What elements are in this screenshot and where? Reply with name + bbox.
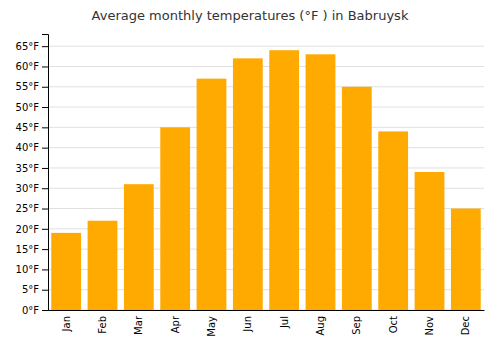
tick-label: Sep (351, 316, 362, 335)
tick: Nov (424, 316, 435, 336)
tick-label: Jul (279, 316, 290, 329)
bar (88, 221, 118, 310)
tick: Jan (61, 316, 72, 332)
tick-label: 15°F (16, 244, 40, 255)
tick-label: 0°F (22, 305, 39, 316)
chart: Average monthly temperatures (°F ) in Ba… (0, 0, 500, 350)
bar (378, 131, 408, 310)
tick-mark (42, 229, 48, 230)
tick-label: Nov (424, 316, 435, 336)
tick-label: 50°F (16, 102, 40, 113)
tick-mark (42, 127, 48, 128)
x-axis: Jan Feb Mar Apr May Jun Jul Aug Sep Oct Nov Dec (49, 311, 485, 337)
tick-label: 65°F (16, 41, 40, 52)
tick-mark (42, 148, 48, 149)
bars (51, 50, 480, 310)
tick-label: May (206, 316, 217, 337)
tick: Oct (388, 316, 399, 333)
y-axis: 0°F 5°F 10°F 15°F 20°F 25°F 30°F 35°F 40°F 45°F 50… (16, 35, 49, 316)
bar (269, 50, 299, 310)
tick-label: 35°F (16, 163, 40, 174)
grid (48, 46, 484, 310)
tick-mark (42, 168, 48, 169)
bar (415, 172, 445, 310)
grid-line (48, 127, 484, 128)
tick-label: Aug (315, 316, 326, 336)
tick-label: 40°F (16, 142, 40, 153)
tick-label: 45°F (16, 122, 40, 133)
tick: 10°F (16, 264, 48, 275)
tick: Jun (242, 316, 253, 333)
tick: Dec (460, 316, 471, 335)
grid-line (48, 86, 484, 87)
tick-label: Jun (242, 316, 253, 333)
tick-label: 25°F (16, 203, 40, 214)
bar (51, 233, 81, 310)
tick-mark (42, 269, 48, 270)
grid-line (48, 167, 484, 168)
tick-label: 10°F (16, 264, 40, 275)
tick-label: Apr (170, 315, 181, 333)
bar (342, 87, 372, 310)
tick: Aug (315, 316, 326, 336)
tick: 50°F (16, 102, 48, 113)
title: Average monthly temperatures (°F ) in Ba… (92, 8, 409, 23)
tick-label: 55°F (16, 81, 40, 92)
bar (451, 209, 481, 310)
tick-mark (42, 107, 48, 108)
tick-label: Mar (133, 315, 144, 335)
tick-label: Oct (388, 316, 399, 333)
axis-line (49, 310, 485, 311)
bar (233, 58, 263, 310)
tick-mark (42, 46, 48, 47)
tick-mark (42, 209, 48, 210)
tick-mark (42, 290, 48, 291)
bar (124, 184, 154, 310)
tick: 65°F (16, 41, 48, 52)
tick: Feb (97, 316, 108, 334)
tick: 15°F (16, 244, 48, 255)
tick-mark (42, 87, 48, 88)
tick: 45°F (16, 122, 48, 133)
bar (160, 127, 190, 310)
tick: May (206, 316, 217, 337)
tick-mark (42, 249, 48, 250)
tick: Jul (279, 316, 290, 329)
tick-mark (42, 188, 48, 189)
tick-label: Jan (61, 316, 72, 332)
tick: Mar (133, 315, 144, 335)
tick-label: 60°F (16, 61, 40, 72)
bar (197, 79, 227, 310)
tick: Apr (170, 315, 181, 333)
tick: 25°F (16, 203, 48, 214)
tick: 5°F (22, 284, 48, 295)
tick-label: 30°F (16, 183, 40, 194)
tick-label: Dec (460, 316, 471, 335)
bar (306, 54, 336, 310)
grid-line (48, 147, 484, 148)
tick: 30°F (16, 183, 48, 194)
grid-line (48, 107, 484, 108)
tick-mark (42, 310, 48, 311)
tick: 0°F (22, 305, 48, 316)
tick: 35°F (16, 163, 48, 174)
tick: Sep (351, 316, 362, 335)
plot: 0°F 5°F 10°F 15°F 20°F 25°F 30°F 35°F 40°F 45°F 50… (16, 35, 485, 337)
tick-label: 5°F (22, 284, 39, 295)
grid-line (48, 46, 484, 47)
tick-label: 20°F (16, 224, 40, 235)
tick: 60°F (16, 61, 48, 72)
tick-label: Feb (97, 316, 108, 334)
tick-mark (42, 66, 48, 67)
grid-line (48, 66, 484, 67)
tick: 40°F (16, 142, 48, 153)
tick: 55°F (16, 81, 48, 92)
axis-line (42, 35, 49, 311)
tick: 20°F (16, 224, 48, 235)
